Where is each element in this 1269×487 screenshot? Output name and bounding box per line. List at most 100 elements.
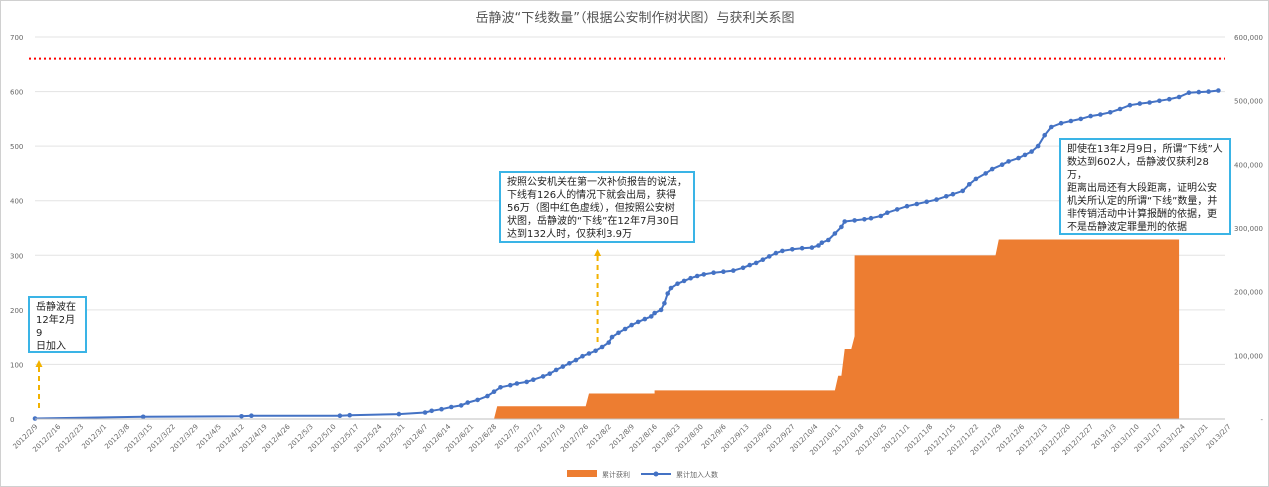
members-point <box>1216 88 1221 93</box>
members-point <box>547 371 552 377</box>
members-point <box>1137 101 1143 106</box>
members-point <box>1196 89 1202 95</box>
chart-title: 岳静波“下线数量”（根据公安制作树状图）与获利关系图 <box>476 11 795 26</box>
members-point <box>1186 90 1192 95</box>
members-point <box>760 257 766 263</box>
members-point <box>934 197 939 202</box>
members-point <box>740 265 746 271</box>
members-point <box>449 404 454 410</box>
members-point <box>508 382 513 388</box>
members-point <box>531 377 536 383</box>
x-tick-label: 2013/2/7 <box>1205 423 1233 451</box>
members-point <box>989 166 995 172</box>
right-tick-label: 600,000 <box>1234 34 1263 42</box>
members-point <box>1098 112 1103 117</box>
members-point <box>599 344 605 350</box>
members-point <box>799 245 805 251</box>
members-point <box>652 310 657 316</box>
members-point <box>675 281 680 287</box>
members-point <box>809 245 815 250</box>
profit-area <box>490 239 1180 419</box>
left-tick-label: 0 <box>10 416 14 424</box>
members-point <box>567 361 572 366</box>
members-point <box>498 385 503 390</box>
members-point <box>711 270 716 276</box>
members-point <box>580 353 585 359</box>
members-point <box>1022 152 1028 158</box>
members-point <box>422 410 428 415</box>
annotation-arrows <box>35 249 602 411</box>
arrow-join-head <box>35 360 43 367</box>
legend-swatch-members-marker <box>653 471 659 477</box>
left-tick-label: 200 <box>10 307 23 315</box>
members-point <box>1068 118 1074 124</box>
members-point <box>475 397 480 403</box>
members-point <box>747 262 752 268</box>
legend: 累计获利 累计加入人数 <box>567 470 718 479</box>
members-point <box>826 237 831 243</box>
members-point <box>868 215 874 221</box>
members-point <box>514 381 520 386</box>
legend-swatch-profit <box>567 470 597 477</box>
members-point <box>491 389 497 395</box>
members-point <box>665 291 670 296</box>
members-point <box>1006 159 1011 164</box>
members-point <box>862 217 867 222</box>
members-point <box>914 201 920 207</box>
members-point <box>983 171 988 176</box>
right-axis-ticks: - 100,000 200,000 300,000 400,000 500,000 600,… <box>1234 34 1263 424</box>
members-point <box>973 176 979 182</box>
members-point <box>1078 116 1084 122</box>
members-point <box>609 334 615 340</box>
members-point <box>944 194 949 199</box>
members-point <box>960 188 965 194</box>
legend-label-profit: 累计获利 <box>602 470 630 479</box>
members-point <box>642 316 648 322</box>
members-point <box>1176 94 1182 100</box>
members-point <box>429 408 435 414</box>
members-point <box>1042 132 1047 138</box>
members-point <box>688 275 693 281</box>
right-tick-label: 100,000 <box>1234 352 1263 360</box>
members-point <box>894 207 900 212</box>
members-point <box>1108 110 1113 115</box>
members-point <box>701 272 707 277</box>
left-tick-label: 700 <box>10 34 23 42</box>
members-point <box>540 374 546 379</box>
right-tick-label: - <box>1260 416 1263 424</box>
members-point <box>629 322 634 328</box>
members-point <box>649 314 654 319</box>
members-point <box>1147 100 1152 105</box>
annotation-police-claim: 按照公安机关在第一次补侦报告的说法， 下线有126人的情况下就会出局，获得 56… <box>499 171 695 243</box>
members-point <box>553 367 559 373</box>
members-point <box>524 379 529 385</box>
members-point <box>842 219 847 224</box>
members-point <box>753 260 759 266</box>
members-point <box>790 247 795 252</box>
annotation-join-date: 岳静波在 12年2月9 日加入 <box>28 296 87 353</box>
members-point <box>1117 106 1123 112</box>
members-point <box>731 268 736 273</box>
members-point <box>1035 143 1041 149</box>
members-point <box>439 406 444 412</box>
right-tick-label: 300,000 <box>1234 225 1263 233</box>
arrow-police-head <box>594 249 602 256</box>
right-tick-label: 400,000 <box>1234 161 1263 169</box>
members-point <box>1127 102 1133 108</box>
members-point <box>1016 155 1021 161</box>
members-point <box>347 412 353 418</box>
left-tick-label: 600 <box>10 89 23 97</box>
members-point <box>767 254 772 259</box>
right-tick-label: 200,000 <box>1234 289 1263 297</box>
right-tick-label: 500,000 <box>1234 98 1263 106</box>
left-tick-label: 400 <box>10 198 23 206</box>
members-point <box>819 240 825 245</box>
members-point <box>694 273 700 279</box>
members-point <box>249 413 254 419</box>
legend-label-members: 累计加入人数 <box>676 470 718 479</box>
members-point <box>337 413 343 419</box>
members-point <box>839 224 844 230</box>
members-point <box>1157 98 1162 104</box>
